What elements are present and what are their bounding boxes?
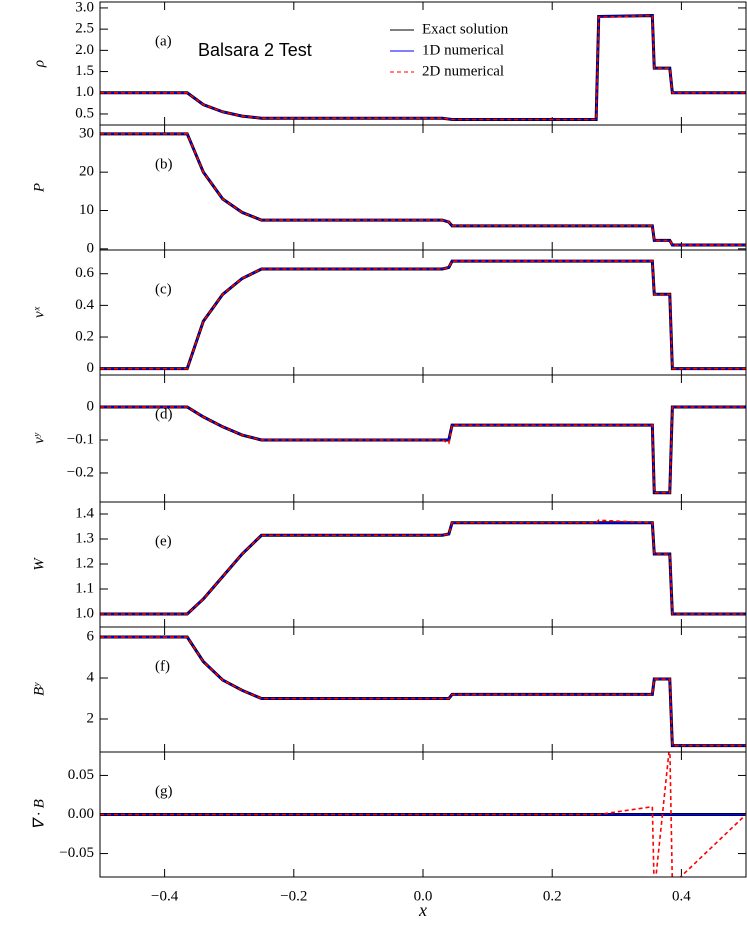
y-axis-label: ρ: [31, 60, 47, 68]
panel-label: (b): [155, 156, 173, 172]
series-line: [100, 519, 746, 615]
y-tick-label: 1.0: [75, 605, 94, 621]
panel-label: (e): [155, 533, 172, 549]
panel-label: (f): [155, 658, 170, 674]
y-tick-label: −0.2: [67, 464, 94, 480]
y-axis-label: ∇ · B: [31, 799, 47, 829]
legend-label: 1D numerical: [422, 42, 504, 58]
x-tick-label: 0.2: [543, 888, 562, 904]
series-line: [100, 636, 746, 747]
panel-frame: [99, 751, 747, 878]
x-tick-label: 0.4: [672, 888, 691, 904]
y-tick-label: 0: [87, 240, 95, 256]
y-tick-label: 1.0: [75, 84, 94, 100]
y-tick-label: 3.0: [75, 0, 94, 15]
legend-label: 2D numerical: [422, 63, 504, 79]
legend-label: Exact solution: [422, 21, 509, 37]
x-axis-label: x: [418, 900, 427, 920]
y-tick-label: 4: [87, 669, 95, 685]
y-tick-label: 0: [87, 360, 95, 376]
y-tick-label: 6: [87, 628, 95, 644]
y-axis-label: W: [31, 557, 47, 571]
y-tick-label: 1.3: [75, 530, 94, 546]
chart-title: Balsara 2 Test: [198, 40, 312, 60]
y-tick-label: 2.5: [75, 21, 94, 37]
series-line: [100, 260, 746, 370]
y-axis-label: vʸ: [31, 432, 47, 444]
y-tick-label: 1.5: [75, 63, 94, 79]
series-line: [100, 132, 746, 247]
y-tick-label: 2: [87, 710, 95, 726]
y-tick-label: 2.0: [75, 42, 94, 58]
panel-frame: [99, 501, 747, 628]
x-tick-label: 0.0: [414, 888, 433, 904]
series-line: [100, 406, 746, 494]
y-tick-label: 0.5: [75, 105, 94, 121]
series-line: [100, 406, 746, 494]
y-tick-label: −0.05: [59, 845, 94, 861]
panel-frame: [99, 124, 747, 251]
series-line: [100, 752, 746, 877]
y-tick-label: 0.05: [68, 767, 94, 783]
y-tick-label: 20: [79, 164, 94, 180]
series-line: [100, 133, 746, 246]
series-line: [100, 133, 746, 246]
panel-label: (g): [155, 783, 173, 799]
y-tick-label: 30: [79, 125, 94, 141]
series-line: [100, 259, 746, 371]
y-tick-label: 0.4: [75, 297, 94, 313]
series-line: [100, 635, 746, 748]
y-tick-label: 1.4: [75, 505, 94, 521]
y-tick-label: 0.00: [68, 806, 94, 822]
panel-label: (c): [155, 281, 172, 297]
panel-frame: [99, 626, 747, 753]
series-line: [100, 260, 746, 370]
series-line: [100, 14, 746, 121]
x-tick-label: −0.2: [280, 888, 307, 904]
y-tick-label: 1.1: [75, 580, 94, 596]
y-tick-label: 10: [79, 202, 94, 218]
y-axis-label: Bʸ: [31, 682, 47, 696]
y-tick-label: 0.6: [75, 265, 94, 281]
y-axis-label: P: [31, 183, 47, 193]
x-tick-label: −0.4: [151, 888, 179, 904]
series-line: [100, 405, 746, 495]
series-line: [100, 521, 746, 616]
panel-label: (a): [155, 33, 172, 49]
y-tick-label: −0.1: [67, 431, 94, 447]
y-tick-label: 0: [87, 398, 95, 414]
y-axis-label: vˣ: [31, 306, 47, 318]
y-tick-label: 0.2: [75, 328, 94, 344]
y-tick-label: 1.2: [75, 555, 94, 571]
panel-label: (d): [155, 406, 173, 422]
